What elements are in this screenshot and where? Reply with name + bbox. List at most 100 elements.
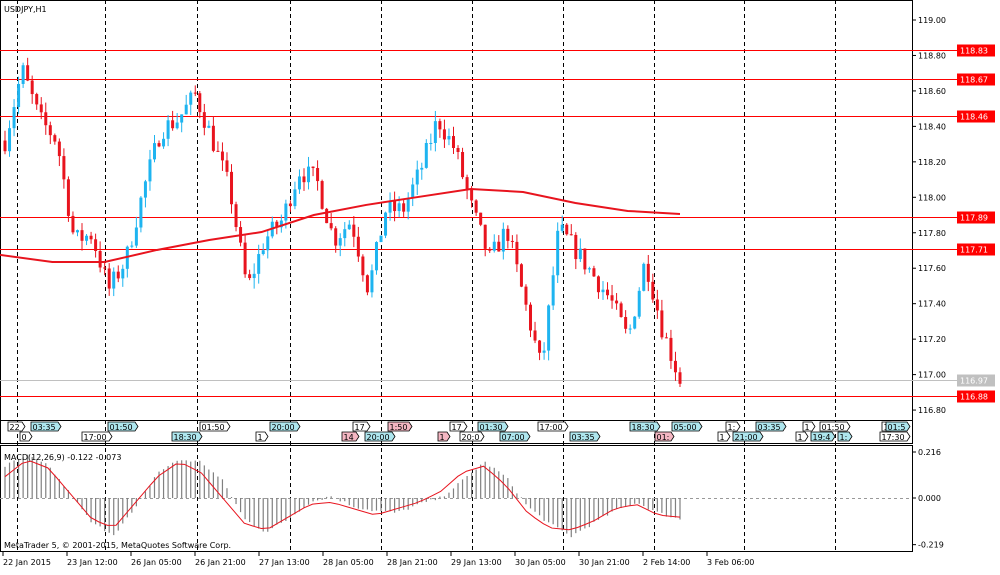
event-marker[interactable]: 01:50: [199, 421, 231, 432]
candle-bull: [307, 166, 311, 183]
candle-bear: [26, 65, 30, 81]
candle-bull: [447, 136, 451, 140]
event-marker[interactable]: 20:0: [459, 431, 485, 442]
event-marker[interactable]: 17: [352, 421, 371, 432]
candle-bear: [44, 112, 48, 126]
event-marker[interactable]: 03:35: [569, 431, 601, 442]
candle-bear: [479, 212, 483, 225]
event-marker[interactable]: 1: [795, 431, 809, 442]
candle-bull: [252, 273, 256, 279]
candle-bear: [470, 189, 474, 201]
event-marker[interactable]: 1: [802, 421, 816, 432]
candle-bull: [143, 181, 147, 198]
candle-bear: [71, 215, 75, 233]
event-marker[interactable]: 17:00: [537, 421, 569, 432]
event-marker[interactable]: 01:: [654, 431, 675, 442]
candle-bear: [442, 129, 446, 140]
event-marker[interactable]: 01:5: [885, 421, 911, 432]
candle-bear: [610, 295, 614, 301]
y-tick-label: 116.80: [918, 406, 946, 415]
svg-text:1:50: 1:50: [390, 423, 408, 432]
candle-bear: [202, 112, 206, 128]
candle-bull: [633, 316, 637, 329]
candle-bull: [379, 235, 383, 243]
event-marker[interactable]: 01:50: [819, 421, 851, 432]
candle-bull: [370, 270, 374, 293]
candle-bull: [130, 245, 134, 247]
x-tick-label: 3 Feb 06:00: [707, 558, 754, 567]
event-marker[interactable]: 1:: [837, 431, 853, 442]
event-marker[interactable]: 14: [341, 431, 360, 442]
candle-bear: [171, 120, 175, 129]
candle-bear: [230, 171, 234, 205]
candle-bear: [66, 179, 70, 216]
candle-bull: [266, 236, 270, 251]
event-marker[interactable]: 01:50: [107, 421, 139, 432]
candle-bull: [542, 350, 546, 353]
candle-bull: [297, 176, 301, 190]
price-level-badge: [957, 73, 995, 86]
x-tick-label: 2 Feb 14:00: [643, 558, 690, 567]
y-tick-label: 117.80: [918, 229, 946, 238]
candle-bull: [415, 169, 419, 185]
event-marker[interactable]: 05:00: [671, 421, 703, 432]
event-marker[interactable]: 03:35: [30, 421, 62, 432]
x-tick-label: 26 Jan 21:00: [195, 558, 246, 567]
event-marker[interactable]: 17:00: [81, 431, 113, 442]
candle-bear: [619, 303, 623, 317]
price-level-badge: [957, 243, 995, 256]
x-tick-label: 28 Jan 21:00: [387, 558, 438, 567]
chart-title: USDJPY,H1: [4, 5, 47, 14]
candle-bear: [198, 93, 202, 113]
event-marker[interactable]: 1:50: [387, 421, 413, 432]
event-marker[interactable]: 1: [717, 431, 731, 442]
candle-bear: [669, 337, 673, 361]
candle-bear: [497, 241, 501, 252]
event-marker[interactable]: 19:4: [810, 431, 836, 442]
candle-bear: [225, 160, 229, 172]
event-marker[interactable]: 03:35: [755, 421, 787, 432]
event-marker[interactable]: 1: [437, 431, 451, 442]
event-marker[interactable]: 17: [449, 421, 468, 432]
candle-bear: [402, 203, 406, 212]
candle-bear: [234, 204, 238, 228]
event-marker[interactable]: 1: [255, 431, 269, 442]
svg-text:21:00: 21:00: [735, 433, 758, 442]
event-marker[interactable]: 18:30: [629, 421, 661, 432]
event-marker[interactable]: 01:30: [477, 421, 509, 432]
price-level-label: 118.46: [960, 113, 988, 122]
event-marker[interactable]: 07:00: [499, 431, 531, 442]
svg-text:01:: 01:: [657, 433, 670, 442]
candle-bull: [148, 159, 152, 182]
event-markers[interactable]: 22003:3517:0001:5018:3001:50120:00141720…: [7, 421, 911, 442]
event-marker[interactable]: 20:00: [269, 421, 301, 432]
x-tick-label: 23 Jan 12:00: [67, 558, 118, 567]
event-marker[interactable]: 0: [19, 431, 33, 442]
event-marker[interactable]: 1:: [725, 421, 741, 432]
x-tick-label: 29 Jan 13:00: [451, 558, 502, 567]
macd-tick-label: -0.219: [918, 541, 944, 550]
candle-bear: [456, 148, 460, 152]
event-marker[interactable]: 18:30: [171, 431, 203, 442]
candle-bear: [651, 281, 655, 300]
x-tick-label: 30 Jan 05:00: [515, 558, 566, 567]
event-marker[interactable]: 22: [7, 421, 26, 432]
event-marker[interactable]: 17:30: [879, 431, 911, 442]
svg-text:07:00: 07:00: [502, 433, 525, 442]
candle-bull: [293, 189, 297, 207]
candle-bear: [53, 135, 57, 142]
event-marker[interactable]: 20:00: [364, 431, 396, 442]
y-tick-label: 118.60: [918, 87, 946, 96]
candle-bull: [284, 203, 288, 221]
price-level-label: 116.88: [960, 393, 988, 402]
x-tick-label: 28 Jan 05:00: [323, 558, 374, 567]
candle-bear: [62, 156, 66, 180]
svg-text:1: 1: [258, 433, 263, 442]
horizontal-levels[interactable]: 118.83 118.67 118.46 117.89 117.71 116.88 116.…: [0, 44, 995, 403]
candle-bear: [248, 274, 252, 279]
event-marker[interactable]: 21:00: [732, 431, 764, 442]
candle-bull: [411, 184, 415, 199]
svg-text:1: 1: [720, 433, 725, 442]
price-level-badge: [957, 390, 995, 403]
